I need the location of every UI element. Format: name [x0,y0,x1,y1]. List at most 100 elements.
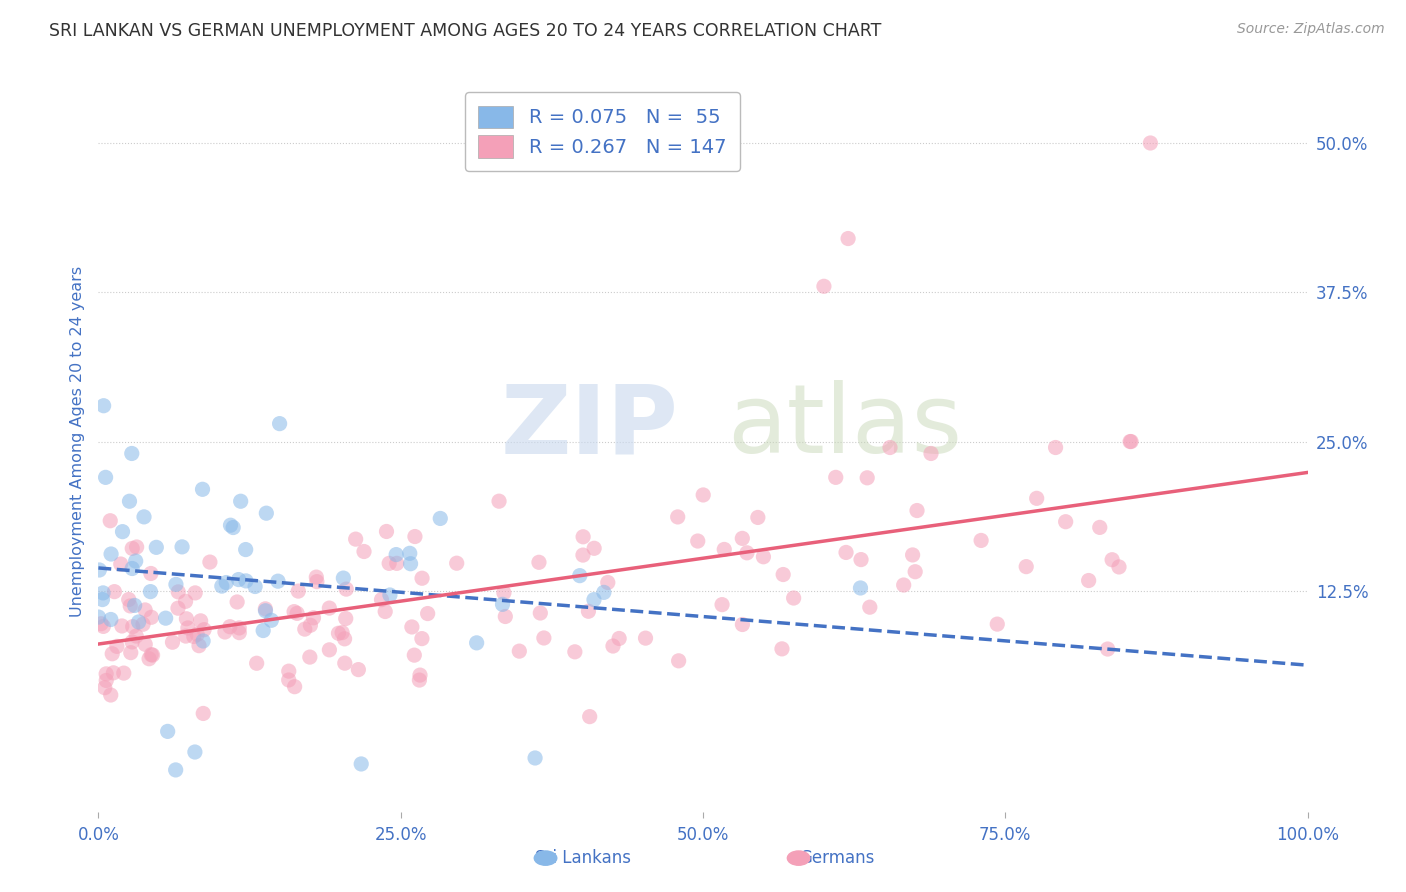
Point [1077,574,1099,588]
Point [298,650,321,665]
Point [96,666,118,681]
Point [269,417,291,431]
Point [228,573,250,587]
Point [111,524,134,539]
Point [134,637,156,651]
Point [125,629,148,643]
Point [214,625,236,640]
Point [176,612,198,626]
Point [139,584,162,599]
Point [350,756,373,771]
Point [215,575,238,590]
Point [190,614,212,628]
Point [686,534,709,549]
Point [572,530,595,544]
Point [782,591,804,605]
Point [564,645,586,659]
Point [246,657,269,671]
Point [305,570,328,584]
Point [904,565,927,579]
Point [731,532,754,546]
Point [634,631,657,645]
Point [124,599,146,613]
Point [283,605,305,619]
Point [333,656,356,670]
Point [103,665,125,680]
Point [411,632,433,646]
Point [328,626,350,640]
Point [188,639,211,653]
Point [568,568,591,582]
Point [813,279,835,293]
Point [193,623,215,637]
Point [409,668,432,682]
Point [411,571,433,585]
Point [849,552,872,566]
Point [578,604,600,618]
Point [260,613,283,627]
Point [333,632,356,646]
Point [193,706,215,721]
Point [335,611,357,625]
Point [145,541,167,555]
Point [267,574,290,589]
Point [494,609,516,624]
Point [112,666,135,681]
Point [219,620,242,634]
Point [219,518,242,533]
Point [1054,515,1077,529]
Point [167,601,190,615]
Point [170,540,193,554]
Point [128,615,150,629]
Point [96,673,118,688]
Point [901,548,924,562]
Point [713,542,735,557]
Point [572,548,595,562]
Point [378,588,401,602]
Point [103,584,125,599]
Point [752,549,775,564]
Point [596,575,619,590]
Point [772,567,794,582]
Point [165,577,187,591]
Point [174,629,197,643]
Point [118,494,141,508]
Point [879,441,901,455]
Point [183,630,205,644]
Point [198,555,221,569]
Point [582,592,605,607]
Point [184,586,207,600]
Point [692,488,714,502]
Text: ZIP: ZIP [501,380,679,474]
Point [856,471,879,485]
Point [446,556,468,570]
Point [121,635,143,649]
Point [228,621,250,635]
Point [488,494,510,508]
Point [399,557,422,571]
Point [416,607,439,621]
Point [235,574,257,588]
Point [592,585,614,599]
Point [824,470,846,484]
Point [243,580,266,594]
Point [222,520,245,534]
Point [837,231,859,245]
Point [162,635,184,649]
Point [1108,560,1130,574]
Point [1119,434,1142,449]
Point [1088,520,1111,534]
Point [1139,136,1161,150]
Point [859,600,882,615]
Point [165,763,187,777]
Point [105,640,128,654]
Point [89,563,111,577]
Point [186,627,208,641]
Point [835,545,858,559]
Point [191,483,214,497]
Text: SRI LANKAN VS GERMAN UNEMPLOYMENT AMONG AGES 20 TO 24 YEARS CORRELATION CHART: SRI LANKAN VS GERMAN UNEMPLOYMENT AMONG … [49,22,882,40]
Point [986,617,1008,632]
Point [252,624,274,638]
Point [125,540,148,554]
Point [1025,491,1047,506]
